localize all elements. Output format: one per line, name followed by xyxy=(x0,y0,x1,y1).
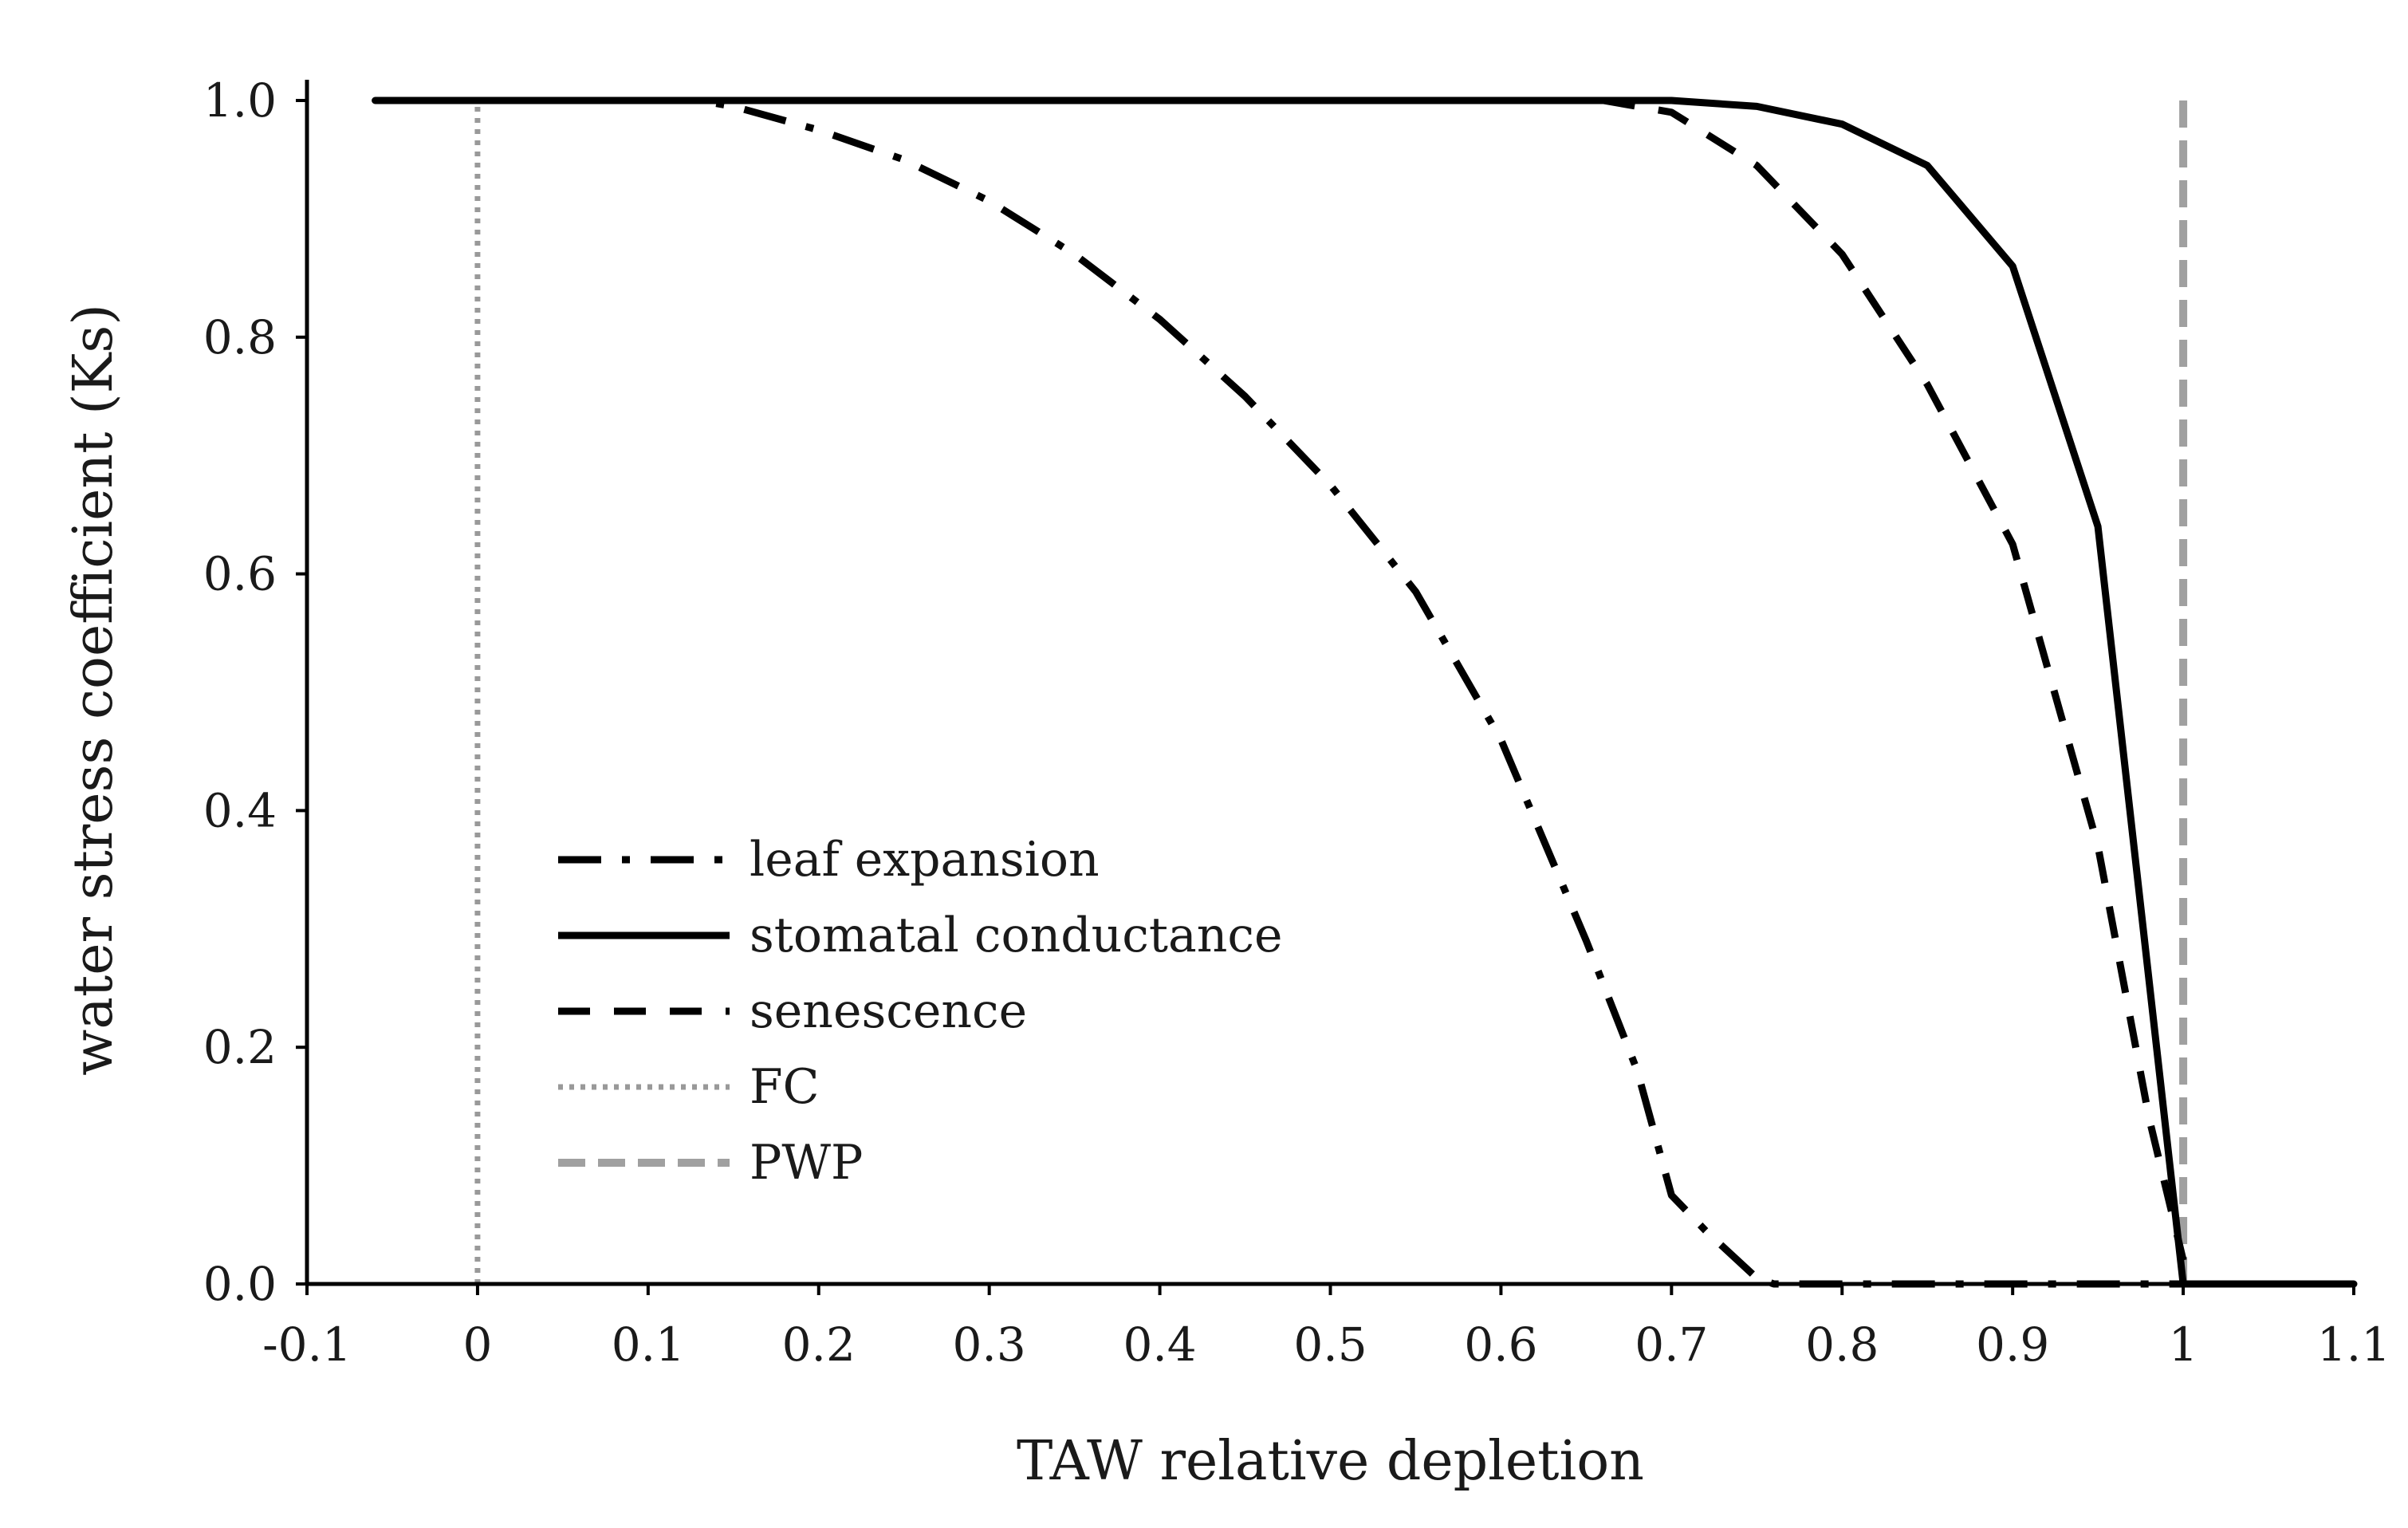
legend-label-stomatal-conductance: stomatal conductance xyxy=(750,908,1283,963)
x-tick-label: 1 xyxy=(2169,1317,2198,1372)
series-line-stomatal-conductance xyxy=(372,96,2358,1288)
legend-label-pwp: PWP xyxy=(750,1135,863,1191)
x-tick-label: 0.8 xyxy=(1805,1317,1879,1372)
x-tick-label: 0.6 xyxy=(1464,1317,1537,1372)
axes xyxy=(305,80,2354,1286)
x-axis-title: TAW relative depletion xyxy=(1017,1430,1644,1493)
x-tick-label: 0.2 xyxy=(782,1317,856,1372)
x-axis-ticks: -0.1 0 0.1 0.2 0.3 0.4 0.5 0.6 0.7 0.8 0.9 1 1.1 xyxy=(262,1284,2390,1372)
x-tick-label: 0.9 xyxy=(1976,1317,2049,1372)
legend-label-fc: FC xyxy=(750,1059,820,1115)
y-tick-label: 0.4 xyxy=(203,783,277,837)
x-tick-label: 0.7 xyxy=(1635,1317,1708,1372)
series-line-senescence xyxy=(1603,96,2187,1262)
y-tick-label: 0.6 xyxy=(203,547,277,601)
legend-label-leaf-expansion: leaf expansion xyxy=(750,832,1100,888)
x-tick-label: 0.5 xyxy=(1293,1317,1367,1372)
legend-label-senescence: senescence xyxy=(750,983,1027,1039)
series-line-leaf-expansion xyxy=(375,96,2184,1288)
x-tick-label: -0.1 xyxy=(262,1317,352,1372)
y-axis-title: water stress coefficient (Ks) xyxy=(62,304,125,1076)
legend: leaf expansion stomatal conductance senesc… xyxy=(558,832,1283,1191)
y-tick-label: 0.0 xyxy=(203,1257,277,1311)
plot-lines xyxy=(372,96,2358,1288)
x-tick-label: 0.4 xyxy=(1123,1317,1196,1372)
y-tick-label: 0.8 xyxy=(203,310,277,364)
x-tick-label: 0.1 xyxy=(612,1317,685,1372)
y-tick-label: 0.2 xyxy=(203,1020,277,1074)
x-tick-label: 1.1 xyxy=(2317,1317,2390,1372)
y-tick-label: 1.0 xyxy=(203,73,277,128)
y-axis-ticks: 0.0 0.2 0.4 0.6 0.8 1.0 xyxy=(203,73,307,1311)
x-tick-label: 0.3 xyxy=(953,1317,1026,1372)
x-tick-label: 0 xyxy=(462,1317,492,1372)
